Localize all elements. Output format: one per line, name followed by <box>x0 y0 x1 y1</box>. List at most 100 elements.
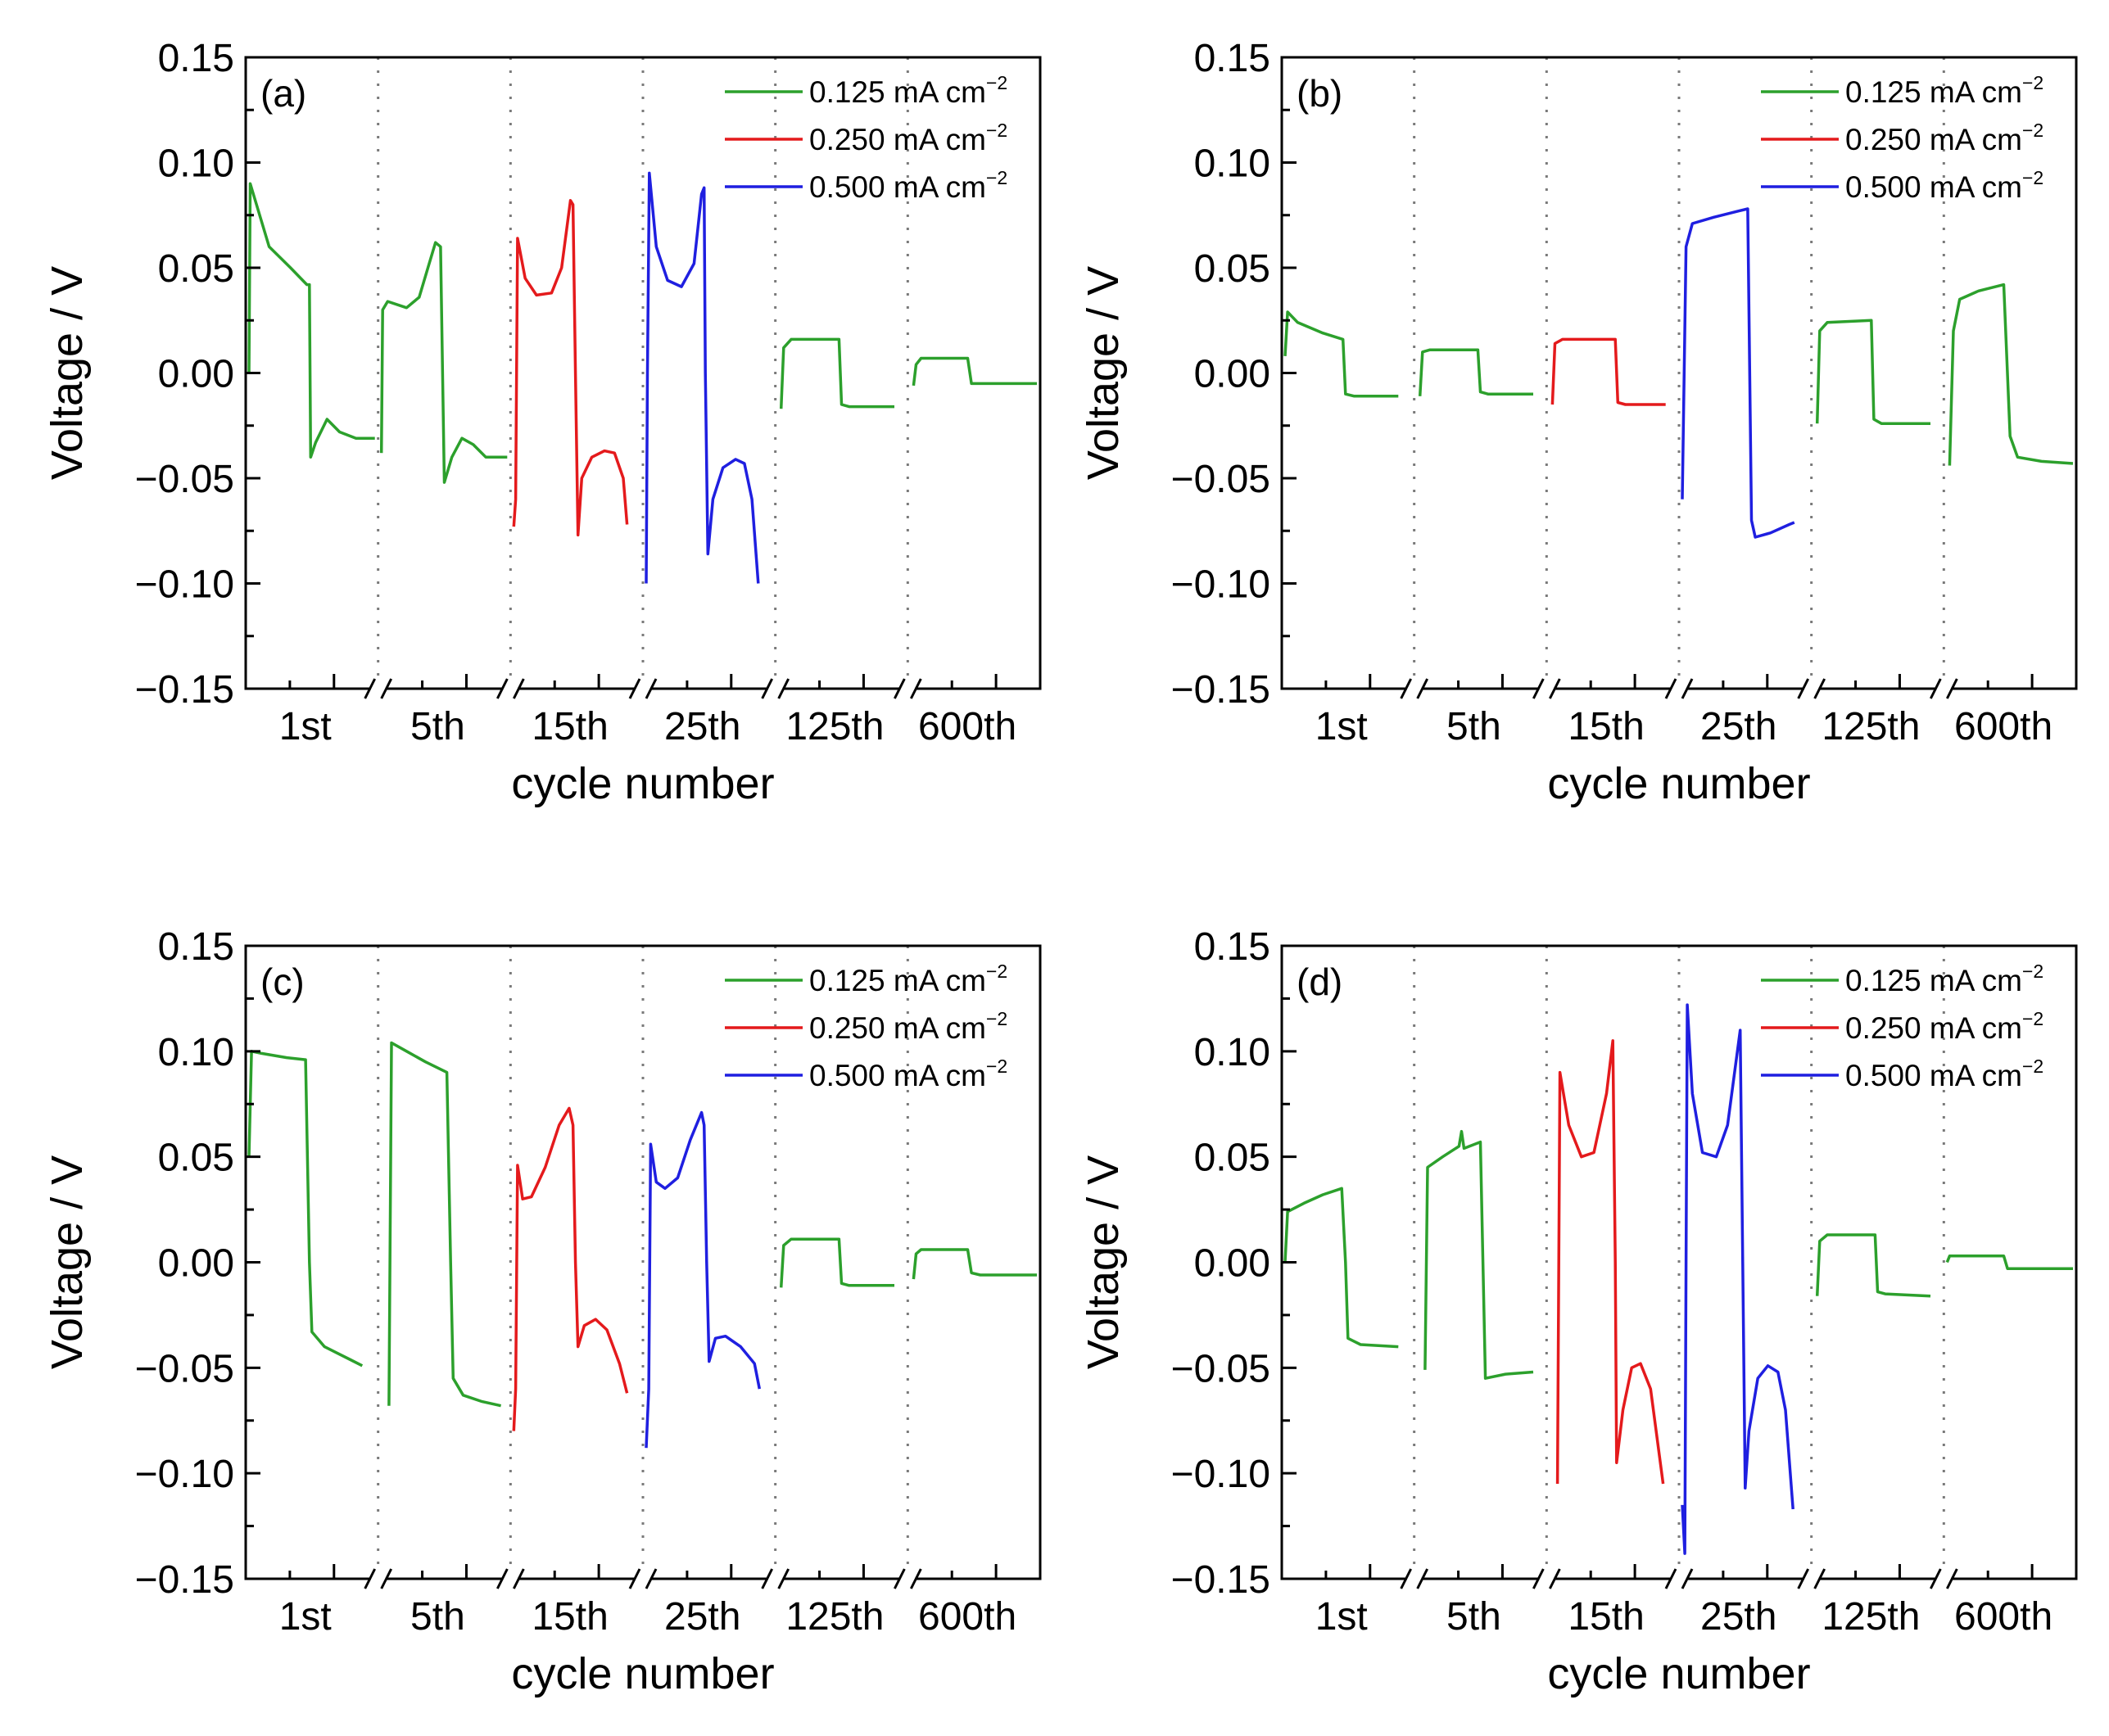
axis-break-mark <box>1548 1568 1561 1589</box>
series-line-125th <box>779 337 894 409</box>
x-axis-title: cycle number <box>511 1649 774 1698</box>
axis-break-mark <box>1548 678 1561 699</box>
y-tick-label: 0.10 <box>158 142 234 186</box>
y-tick-label: 0.05 <box>1194 247 1270 291</box>
y-tick-label: 0.05 <box>158 1137 234 1180</box>
axis-break-mark <box>761 678 774 699</box>
axis-break-gap <box>636 1572 650 1585</box>
y-tick-label: −0.10 <box>135 563 234 607</box>
x-category-label: 15th <box>532 1595 608 1639</box>
axis-break-mark <box>512 678 525 699</box>
y-tick-label: 0.10 <box>158 1031 234 1074</box>
axis-break-mark <box>777 678 790 699</box>
y-tick-label: 0.00 <box>1194 353 1270 396</box>
y-tick-label: −0.15 <box>135 1558 234 1602</box>
x-category-label: 1st <box>1315 705 1368 748</box>
legend-label: 0.500 mA cm−2 <box>809 1056 1007 1092</box>
series-line-600th <box>912 1248 1037 1280</box>
axis-break-mark <box>1400 678 1413 699</box>
x-category-label: 1st <box>1315 1595 1368 1639</box>
x-axis-title: cycle number <box>1547 1649 1810 1698</box>
series-line-25th <box>645 1110 762 1449</box>
axis-break-mark <box>909 1568 922 1589</box>
axis-break-mark <box>1416 1568 1429 1589</box>
series-line-15th <box>1555 1039 1665 1485</box>
x-category-label: 1st <box>279 705 332 748</box>
axis-break-gap <box>1406 682 1422 695</box>
x-category-label: 15th <box>532 705 608 748</box>
y-tick-label: −0.10 <box>1171 563 1270 607</box>
legend-label: 0.500 mA cm−2 <box>1845 1056 2043 1092</box>
y-tick-label: −0.05 <box>135 1347 234 1390</box>
x-category-label: 600th <box>1954 705 2052 748</box>
axis-break-gap <box>1804 1572 1819 1585</box>
axis-break-mark <box>1797 678 1810 699</box>
y-tick-label: 0.00 <box>158 353 234 396</box>
legend-value: 0.125 mA cm <box>1845 75 2022 109</box>
axis-break-gap <box>900 682 916 695</box>
legend-label: 0.500 mA cm−2 <box>809 167 1007 204</box>
legend-label: 0.125 mA cm−2 <box>1845 961 2043 997</box>
legend-label: 0.250 mA cm−2 <box>809 1008 1007 1045</box>
y-tick-label: −0.05 <box>1171 1347 1270 1390</box>
legend-exponent: −2 <box>2022 961 2043 982</box>
legend-label: 0.125 mA cm−2 <box>809 72 1007 109</box>
x-category-label: 5th <box>1446 1595 1501 1639</box>
axis-break-mark <box>1681 1568 1694 1589</box>
x-category-label: 600th <box>918 705 1016 748</box>
y-tick-label: 0.00 <box>1194 1242 1270 1286</box>
legend-value: 0.500 mA cm <box>809 1059 986 1092</box>
legend-label: 0.250 mA cm−2 <box>809 120 1007 156</box>
axis-break-mark <box>1664 678 1677 699</box>
axis-break-mark <box>893 1568 906 1589</box>
x-category-label: 25th <box>664 705 740 748</box>
legend-exponent: −2 <box>986 1056 1007 1077</box>
y-tick-label: −0.05 <box>135 458 234 501</box>
axis-break-mark <box>909 678 922 699</box>
y-tick-label: −0.10 <box>135 1453 234 1496</box>
y-tick-label: 0.15 <box>1194 37 1270 80</box>
axis-break-mark <box>1945 678 1958 699</box>
chart-panel-4: 0.15 0.10 0.05 0.00 −0.05 −0.10 −0.15 1st 5th 15t… <box>1079 925 2078 1698</box>
axis-break-mark <box>1929 678 1942 699</box>
axis-break-mark <box>628 1568 641 1589</box>
axis-break-mark <box>1813 678 1826 699</box>
legend-exponent: −2 <box>986 1008 1007 1029</box>
legend-value: 0.125 mA cm <box>809 75 986 109</box>
x-category-label: 5th <box>410 1595 465 1639</box>
axis-break-gap <box>503 1572 518 1585</box>
axis-break-gap <box>1539 682 1555 695</box>
y-tick-label: 0.10 <box>1194 1031 1270 1074</box>
series-line-15th <box>512 1106 629 1431</box>
legend-value: 0.250 mA cm <box>809 123 986 156</box>
series-line-1st <box>1283 310 1399 398</box>
axis-break-mark <box>496 678 509 699</box>
axis-break-mark <box>364 678 377 699</box>
x-category-label: 1st <box>279 1595 332 1639</box>
series-line-1st <box>247 182 375 459</box>
series-line-125th <box>1815 1233 1931 1298</box>
legend-exponent: −2 <box>986 167 1007 188</box>
axis-break-mark <box>496 1568 509 1589</box>
legend-label: 0.125 mA cm−2 <box>1845 72 2043 109</box>
series-line-600th <box>1948 283 2074 466</box>
legend-value: 0.500 mA cm <box>809 170 986 204</box>
axis-break-mark <box>1945 1568 1958 1589</box>
x-category-label: 25th <box>1700 1595 1776 1639</box>
axis-break-gap <box>1406 1572 1422 1585</box>
legend-value: 0.500 mA cm <box>1845 1059 2022 1092</box>
axis-break-gap <box>1539 1572 1555 1585</box>
legend-exponent: −2 <box>986 72 1007 93</box>
panel-label: (a) <box>260 72 306 115</box>
x-category-label: 25th <box>1700 705 1776 748</box>
series-line-1st <box>1283 1187 1399 1349</box>
legend-label: 0.250 mA cm−2 <box>1845 1008 2043 1045</box>
axis-break-mark <box>1416 678 1429 699</box>
x-axis-title: cycle number <box>1547 759 1810 808</box>
axis-break-gap <box>503 682 518 695</box>
series-line-25th <box>645 171 760 584</box>
axis-break-mark <box>1929 1568 1942 1589</box>
legend-label: 0.500 mA cm−2 <box>1845 167 2043 204</box>
series-line-15th <box>512 199 629 537</box>
axis-break-mark <box>364 1568 377 1589</box>
